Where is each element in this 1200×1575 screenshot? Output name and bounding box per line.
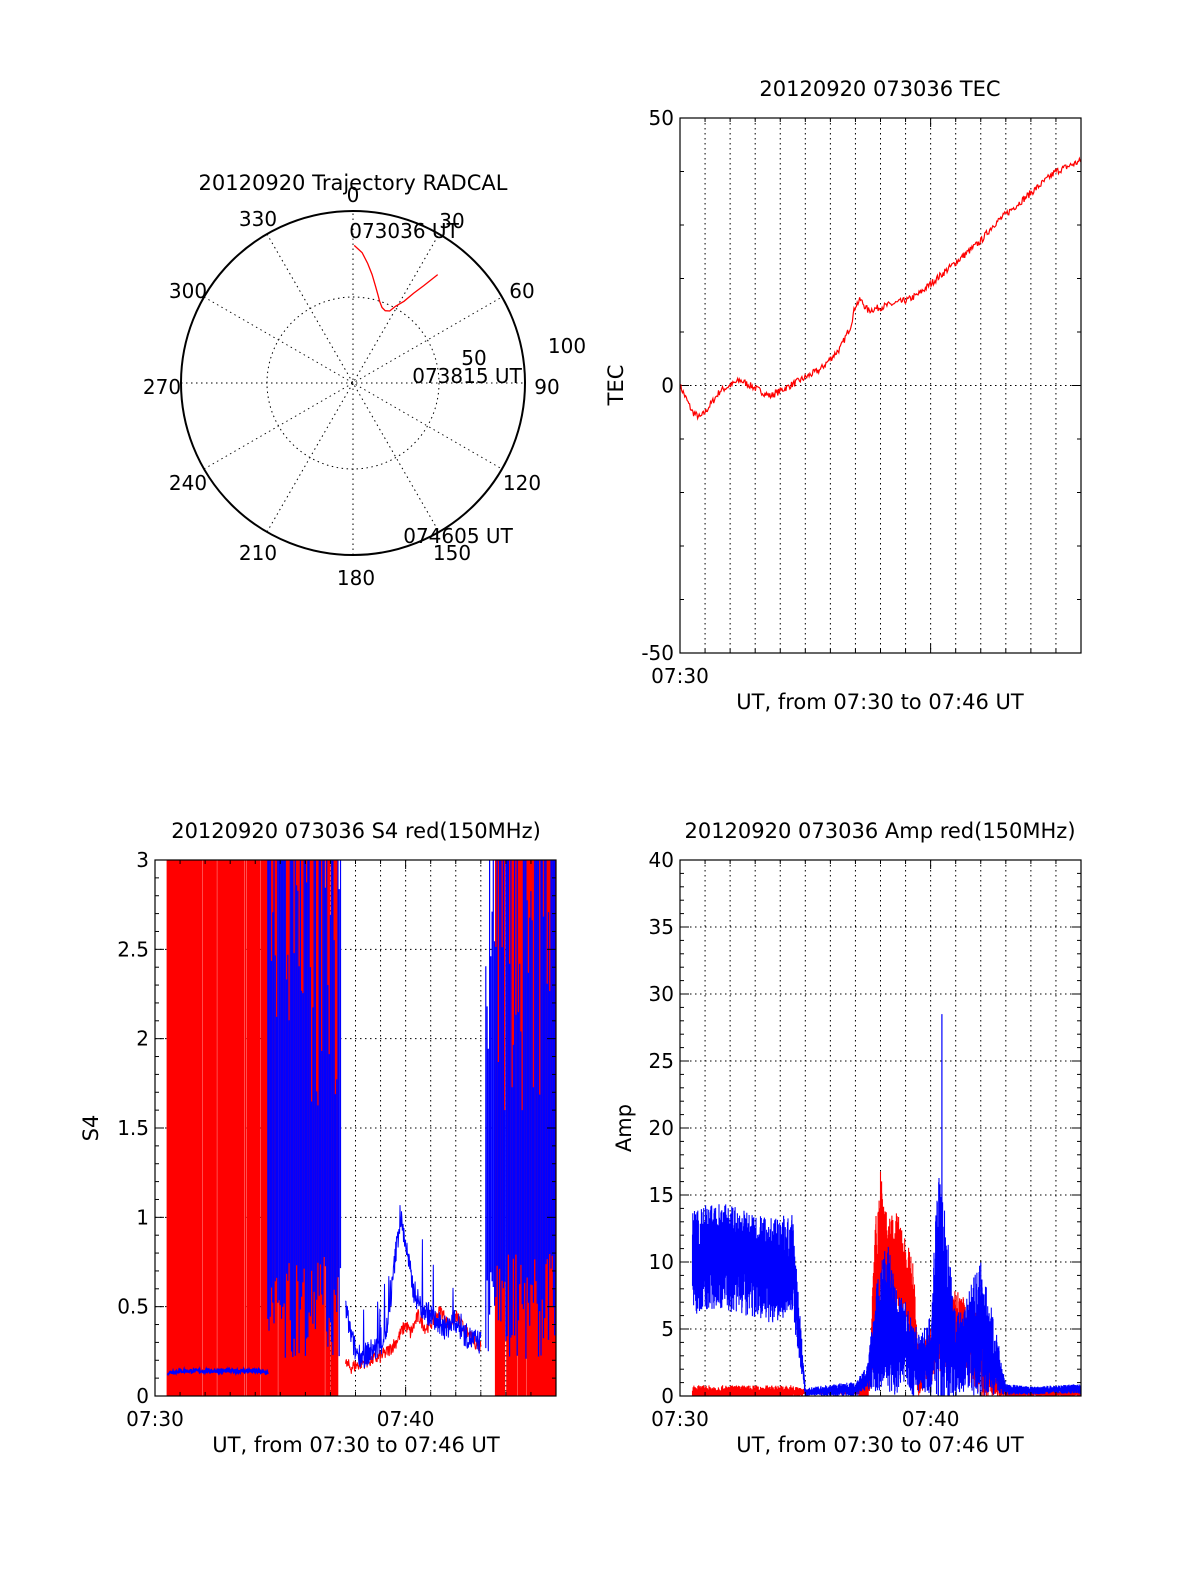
tec-grid bbox=[680, 118, 1081, 653]
y-tick-label: 50 bbox=[649, 106, 674, 130]
amp-tick-marks bbox=[679, 859, 1082, 1397]
radial-label-100: 100 bbox=[548, 334, 586, 358]
y-tick-label: 0 bbox=[661, 1384, 674, 1408]
y-tick-label: 1 bbox=[136, 1205, 149, 1229]
azimuth-label-240: 240 bbox=[169, 471, 207, 495]
amp-y-axis-label: Amp bbox=[612, 1104, 636, 1152]
tec-plot-frame bbox=[679, 117, 1082, 654]
tec-series bbox=[680, 156, 1081, 421]
azimuth-label-270: 270 bbox=[143, 375, 181, 399]
radial-label-50: 50 bbox=[461, 346, 486, 370]
x-tick-label: 07:40 bbox=[902, 1407, 960, 1431]
s4-blue-saturated-bars bbox=[267, 860, 342, 1358]
y-tick-label: 15 bbox=[649, 1183, 674, 1207]
tec-y-axis-label: TEC bbox=[604, 365, 628, 407]
azimuth-label-330: 330 bbox=[239, 207, 277, 231]
s4-plot-frame bbox=[154, 859, 557, 1397]
tec-x-axis-label: UT, from 07:30 to 07:46 UT bbox=[736, 690, 1024, 714]
y-tick-label: 25 bbox=[649, 1049, 674, 1073]
azimuth-label-210: 210 bbox=[239, 541, 277, 565]
plot-area bbox=[680, 156, 1081, 421]
azimuth-label-150: 150 bbox=[433, 541, 471, 565]
y-tick-label: 40 bbox=[649, 848, 674, 872]
amp-x-tick-labels: 07:30 07:40 bbox=[651, 1407, 959, 1431]
tec-y-tick-labels: -50 0 50 bbox=[641, 106, 674, 665]
azimuth-label-0: 0 bbox=[347, 183, 360, 207]
y-tick-label: 10 bbox=[649, 1250, 674, 1274]
trajectory-title: 20120920 Trajectory RADCAL bbox=[199, 171, 508, 195]
azimuth-label-300: 300 bbox=[169, 279, 207, 303]
y-tick-label: 30 bbox=[649, 982, 674, 1006]
y-tick-label: -50 bbox=[641, 641, 674, 665]
s4-y-axis-label: S4 bbox=[79, 1115, 103, 1142]
trajectory-line bbox=[353, 244, 439, 312]
tec-line bbox=[680, 156, 1081, 421]
y-tick-label: 20 bbox=[649, 1116, 674, 1140]
x-tick-label: 07:30 bbox=[126, 1407, 184, 1431]
s4-x-axis-label: UT, from 07:30 to 07:46 UT bbox=[212, 1433, 500, 1457]
y-tick-label: 0.5 bbox=[117, 1295, 149, 1319]
trajectory-polar-panel: 20120920 Trajectory RADCAL 0 30 60 90 12… bbox=[143, 171, 586, 590]
amp-title: 20120920 073036 Amp red(150MHz) bbox=[684, 819, 1075, 843]
azimuth-label-120: 120 bbox=[503, 471, 541, 495]
trajectory-mid-time: 073815 UT bbox=[412, 364, 522, 388]
y-tick-label: 5 bbox=[661, 1317, 674, 1341]
amp-y-tick-labels: 0 5 10 15 20 25 30 35 40 bbox=[649, 848, 674, 1408]
amp-blue-signal bbox=[691, 1178, 1081, 1396]
trajectory-start-time: 073036 UT bbox=[349, 219, 459, 243]
tec-title: 20120920 073036 TEC bbox=[759, 77, 1000, 101]
amp-panel: 20120920 073036 Amp red(150MHz) 0 5 10 15 20… bbox=[612, 819, 1082, 1457]
tec-panel: 20120920 073036 TEC -50 0 50 07:30 UT, fro… bbox=[604, 77, 1082, 714]
y-tick-label: 2 bbox=[136, 1027, 149, 1051]
s4-blue-line bbox=[345, 1205, 482, 1369]
amp-plot-frame bbox=[679, 859, 1082, 1397]
amp-x-axis-label: UT, from 07:30 to 07:46 UT bbox=[736, 1433, 1024, 1457]
y-tick-label: 0 bbox=[136, 1384, 149, 1408]
plot-area bbox=[691, 1014, 1081, 1396]
s4-y-tick-labels: 0 0.5 1 1.5 2 2.5 3 bbox=[117, 848, 149, 1408]
x-tick-label: 07:30 bbox=[651, 664, 709, 688]
azimuth-label-90: 90 bbox=[534, 375, 559, 399]
y-tick-label: 0 bbox=[661, 374, 674, 398]
tec-x-tick-labels: 07:30 bbox=[651, 664, 709, 688]
s4-blue-line bbox=[166, 1365, 269, 1376]
y-tick-label: 1.5 bbox=[117, 1116, 149, 1140]
y-tick-label: 3 bbox=[136, 848, 149, 872]
s4-x-tick-labels: 07:30 07:40 bbox=[126, 1407, 434, 1431]
radial-grid-circle bbox=[266, 296, 440, 470]
trajectory-end-time: 074605 UT bbox=[403, 524, 513, 548]
plot-area bbox=[166, 860, 556, 1396]
azimuth-label-60: 60 bbox=[509, 279, 534, 303]
x-tick-label: 07:40 bbox=[377, 1407, 435, 1431]
y-tick-label: 2.5 bbox=[117, 937, 149, 961]
azimuth-label-180: 180 bbox=[337, 566, 375, 590]
amp-series bbox=[691, 1014, 1081, 1396]
s4-grid bbox=[155, 860, 556, 1396]
s4-panel: 20120920 073036 S4 red(150MHz) 0 0.5 1 1.5 2… bbox=[79, 819, 557, 1457]
s4-series bbox=[166, 860, 556, 1396]
azimuth-label-30: 30 bbox=[439, 209, 464, 233]
s4-title: 20120920 073036 S4 red(150MHz) bbox=[171, 819, 541, 843]
azimuth-tick-labels: 0 30 60 90 120 150 180 210 240 270 300 3… bbox=[143, 183, 560, 590]
x-tick-label: 07:30 bbox=[651, 1407, 709, 1431]
y-tick-label: 35 bbox=[649, 915, 674, 939]
s4-blue-saturated-bars bbox=[485, 860, 556, 1359]
polar-outer-circle bbox=[180, 210, 526, 556]
